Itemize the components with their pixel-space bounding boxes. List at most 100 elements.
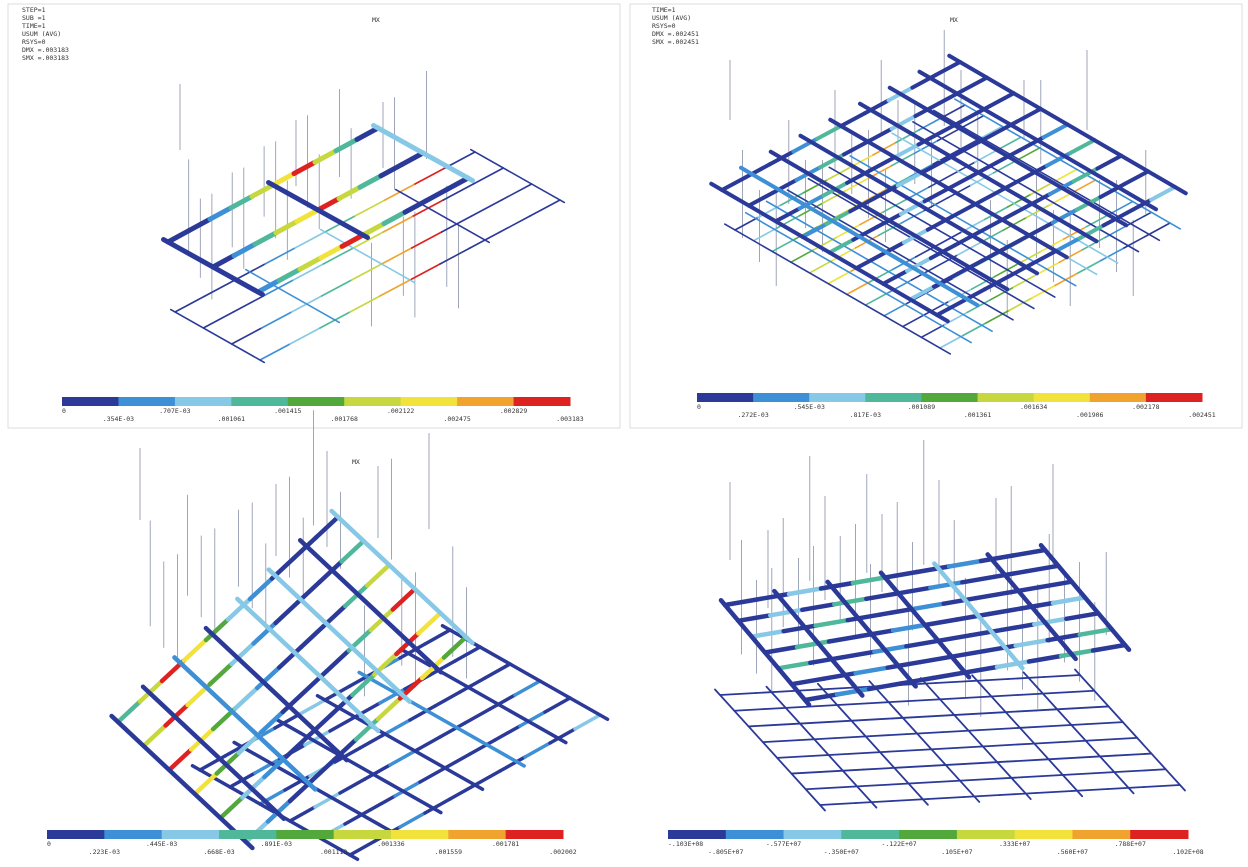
beam (952, 651, 984, 657)
beam (262, 312, 292, 328)
beam (765, 647, 797, 653)
beam (1080, 629, 1112, 635)
beam (475, 771, 500, 785)
beam (998, 137, 1021, 150)
beam (1144, 785, 1180, 787)
legend-label: .354E-03 (103, 415, 134, 423)
legend-swatch (978, 393, 1035, 402)
beam (144, 726, 166, 747)
legend-swatch (401, 397, 458, 406)
legend-swatch (957, 830, 1015, 839)
screenshot: STEP=1SUB =1TIME=1USUM (AVG)RSYS=0DMX =.… (0, 0, 1248, 867)
beam (756, 691, 792, 693)
beam (359, 672, 524, 766)
beam (206, 628, 347, 760)
beam (725, 224, 951, 354)
beam (1073, 706, 1109, 708)
beam (380, 280, 410, 296)
beam (205, 280, 235, 296)
beam (255, 233, 276, 244)
beam (944, 598, 976, 604)
beam (174, 657, 315, 789)
beam (1130, 769, 1166, 771)
beam (763, 740, 799, 742)
beam (914, 781, 950, 783)
beam (246, 270, 340, 323)
beam (963, 78, 987, 91)
beam (920, 657, 952, 663)
beam (265, 248, 295, 264)
beam (1005, 235, 1029, 248)
beam (465, 709, 490, 723)
beam (898, 173, 922, 186)
beam (370, 796, 395, 810)
legend-swatch (726, 830, 784, 839)
beam (301, 627, 323, 648)
beam (339, 187, 360, 198)
beam (393, 589, 415, 610)
beam (189, 219, 210, 230)
legend-label: .003183 (556, 415, 583, 423)
legend-swatch (175, 397, 232, 406)
beam (803, 224, 827, 237)
beam (184, 640, 206, 661)
beam (842, 785, 878, 787)
beam (1016, 640, 1048, 646)
beam (1024, 672, 1134, 793)
beam (213, 256, 234, 267)
legend-label: -.103E+08 (668, 840, 703, 848)
beam (921, 678, 1031, 799)
legend-label: .002178 (1132, 403, 1159, 411)
legend-swatch (841, 830, 899, 839)
beam (1087, 722, 1123, 724)
beam (390, 751, 415, 765)
beam (500, 216, 530, 232)
legend-label: .272E-03 (737, 411, 768, 419)
header-text: SUB =1 (22, 14, 46, 22)
beam (1044, 125, 1068, 138)
legend-swatch (448, 830, 506, 839)
beam (844, 142, 868, 155)
beam (976, 593, 1008, 599)
beam (250, 579, 272, 600)
beam (971, 762, 1007, 764)
beam (1034, 619, 1066, 625)
beam (989, 609, 1021, 615)
beam (342, 541, 364, 562)
beam (1002, 207, 1026, 220)
beam (1022, 775, 1058, 777)
beam (802, 604, 834, 610)
beam (290, 328, 320, 344)
beam (847, 282, 870, 295)
beam (824, 673, 856, 679)
beam (787, 190, 1013, 320)
beam (276, 603, 298, 624)
beam (1008, 677, 1044, 679)
legend-swatch (344, 397, 401, 406)
beam (235, 688, 257, 709)
beam (829, 636, 861, 642)
header-text: DMX =.003183 (22, 46, 69, 54)
beam (936, 681, 972, 683)
beam (981, 556, 1013, 562)
beam (1101, 738, 1137, 740)
beam (401, 649, 566, 743)
header-text: SMX =.002451 (652, 38, 699, 46)
beam (834, 599, 866, 605)
beam (360, 734, 385, 748)
beam (232, 328, 262, 344)
legend-label: .545E-03 (794, 403, 825, 411)
beam (112, 716, 253, 848)
beam (171, 310, 265, 363)
legend-swatch (219, 830, 277, 839)
beam (440, 248, 470, 264)
legend-swatch (391, 830, 449, 839)
beam (1075, 670, 1185, 791)
header-text: USUM (AVG) (652, 14, 691, 22)
beam (330, 717, 355, 731)
beam (865, 293, 888, 306)
beam (1017, 109, 1041, 122)
legend-label: .001361 (964, 411, 991, 419)
legend-label: .105E+07 (941, 848, 972, 856)
beam (940, 336, 963, 349)
